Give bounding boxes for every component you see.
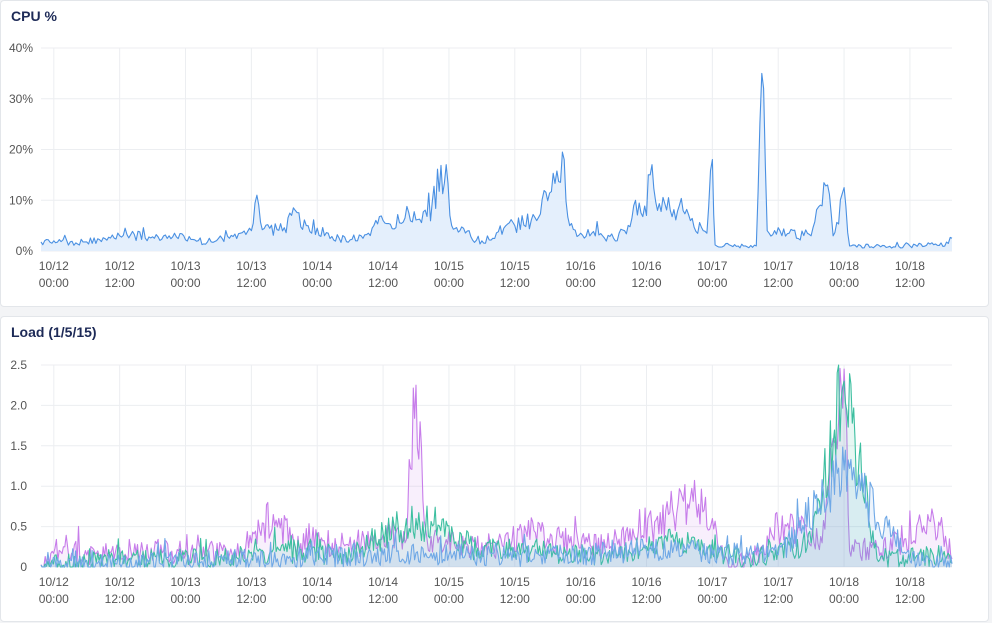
cpu-x-tick-date: 10/16 (631, 259, 661, 273)
cpu-x-tick-date: 10/12 (105, 259, 135, 273)
cpu-x-tick-time: 12:00 (105, 276, 135, 290)
load-series-1-line (40, 364, 953, 568)
load-x-tick-date: 10/16 (631, 575, 661, 589)
cpu-x-tick-time: 00:00 (434, 276, 464, 290)
cpu-x-tick-time: 00:00 (829, 276, 859, 290)
cpu-panel-title: CPU % (11, 8, 57, 24)
load-series-2-area (41, 447, 952, 567)
cpu-x-tick-time: 00:00 (39, 276, 69, 290)
load-x-tick-date: 10/14 (368, 575, 398, 589)
cpu-x-tick-date: 10/14 (302, 259, 332, 273)
load-y-tick-label: 2.5 (10, 358, 27, 372)
load-y-tick-label: 0.5 (10, 520, 27, 534)
cpu-x-tick-date: 10/15 (500, 259, 530, 273)
cpu-x-tick-time: 00:00 (171, 276, 201, 290)
load-series-2-line (40, 446, 953, 568)
load-x-tick-date: 10/18 (895, 575, 925, 589)
load-x-tick-time: 12:00 (500, 592, 530, 606)
cpu-x-tick-date: 10/18 (829, 259, 859, 273)
load-x-tick-time: 12:00 (631, 592, 661, 606)
load-y-tick-label: 0 (20, 560, 27, 574)
load-panel-title: Load (1/5/15) (11, 324, 97, 340)
cpu-x-tick-time: 12:00 (500, 276, 530, 290)
cpu-x-tick-time: 12:00 (368, 276, 398, 290)
cpu-y-tick-label: 40% (9, 41, 33, 55)
cpu-x-tick-date: 10/18 (895, 259, 925, 273)
cpu-y-tick-label: 10% (9, 193, 33, 207)
cpu-chart: 0% 10% 20% 30% 40% 10/12 00:00 10/12 12:00 10/13 0… (9, 41, 953, 290)
cpu-x-tick-time: 12:00 (236, 276, 266, 290)
load-x-tick-date: 10/12 (39, 575, 69, 589)
load-panel: Load (1/5/15) 0 0.5 1.0 1.5 2.0 2.5 10/12 00:00… (0, 316, 989, 622)
load-x-tick-date: 10/14 (302, 575, 332, 589)
load-x-tick-date: 10/13 (171, 575, 201, 589)
cpu-x-tick-date: 10/17 (763, 259, 793, 273)
load-y-tick-label: 1.0 (10, 479, 27, 493)
cpu-y-tick-label: 30% (9, 92, 33, 106)
cpu-panel: CPU % 0% 10% 20% 30% 40% 10/12 00:00 10/12 12:00… (0, 0, 989, 307)
load-x-tick-time: 00:00 (171, 592, 201, 606)
cpu-x-tick-time: 00:00 (566, 276, 596, 290)
load-x-tick-time: 00:00 (829, 592, 859, 606)
load-x-tick-date: 10/15 (434, 575, 464, 589)
load-x-tick-date: 10/16 (566, 575, 596, 589)
cpu-x-tick-time: 00:00 (302, 276, 332, 290)
load-x-tick-time: 12:00 (763, 592, 793, 606)
load-x-tick-time: 12:00 (105, 592, 135, 606)
load-series-1-area (41, 365, 952, 567)
load-x-tick-time: 12:00 (368, 592, 398, 606)
cpu-x-tick-date: 10/13 (236, 259, 266, 273)
load-x-tick-date: 10/18 (829, 575, 859, 589)
cpu-x-tick-time: 12:00 (631, 276, 661, 290)
load-x-tick-time: 00:00 (302, 592, 332, 606)
load-x-tick-date: 10/13 (236, 575, 266, 589)
load-x-tick-time: 12:00 (236, 592, 266, 606)
cpu-x-tick-time: 12:00 (895, 276, 925, 290)
load-x-tick-time: 00:00 (434, 592, 464, 606)
cpu-series-0-area (41, 73, 952, 252)
cpu-x-tick-date: 10/15 (434, 259, 464, 273)
load-x-tick-date: 10/17 (697, 575, 727, 589)
load-x-tick-time: 00:00 (39, 592, 69, 606)
load-y-tick-label: 2.0 (10, 398, 27, 412)
cpu-x-tick-date: 10/14 (368, 259, 398, 273)
load-x-tick-date: 10/15 (500, 575, 530, 589)
load-x-tick-time: 00:00 (566, 592, 596, 606)
cpu-x-tick-date: 10/17 (697, 259, 727, 273)
load-x-tick-time: 00:00 (697, 592, 727, 606)
cpu-x-tick-time: 00:00 (697, 276, 727, 290)
cpu-x-tick-time: 12:00 (763, 276, 793, 290)
load-chart: 0 0.5 1.0 1.5 2.0 2.5 10/12 00:00 10/12 12:00 10/1… (10, 358, 953, 606)
load-x-tick-date: 10/17 (763, 575, 793, 589)
cpu-y-tick-label: 0% (16, 244, 34, 258)
load-x-tick-date: 10/12 (105, 575, 135, 589)
cpu-x-tick-date: 10/13 (171, 259, 201, 273)
cpu-y-tick-label: 20% (9, 143, 33, 157)
load-y-tick-label: 1.5 (10, 439, 27, 453)
cpu-x-tick-date: 10/12 (39, 259, 69, 273)
cpu-x-tick-date: 10/16 (566, 259, 596, 273)
load-x-tick-time: 12:00 (895, 592, 925, 606)
cpu-series-0-line (40, 72, 953, 249)
